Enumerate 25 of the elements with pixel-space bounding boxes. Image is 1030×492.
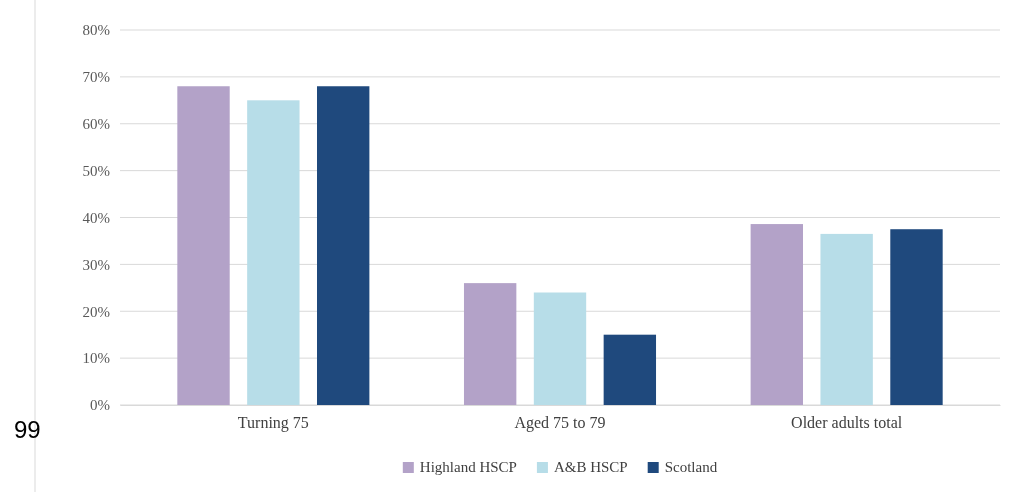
y-tick-label: 20% <box>82 303 110 320</box>
text: 99 <box>14 416 41 443</box>
y-tick-label: 80% <box>82 22 110 39</box>
y-tick-label: 40% <box>82 209 110 226</box>
bar <box>177 86 230 405</box>
bar <box>603 334 657 405</box>
legend-label: Highland HSCP <box>419 459 517 475</box>
legend-label: A&B HSCP <box>553 459 628 475</box>
x-tick-label: Turning 75 <box>237 414 309 433</box>
bar <box>533 292 587 405</box>
y-tick-label: 60% <box>82 116 110 133</box>
y-tick-label: 50% <box>82 162 110 179</box>
x-tick-label: Aged 75 to 79 <box>514 414 606 433</box>
y-tick-label: 0% <box>90 397 110 414</box>
x-tick-label: Older adults total <box>791 414 903 432</box>
bar <box>317 86 370 405</box>
y-tick-label: 10% <box>82 350 110 367</box>
legend-label: Scotland <box>664 459 718 475</box>
y-tick-label: 70% <box>82 69 110 86</box>
bar <box>820 233 873 405</box>
bar <box>750 224 803 405</box>
bar <box>247 100 300 405</box>
y-tick-label: 30% <box>82 256 110 273</box>
bar <box>890 229 943 405</box>
bar <box>463 283 517 405</box>
